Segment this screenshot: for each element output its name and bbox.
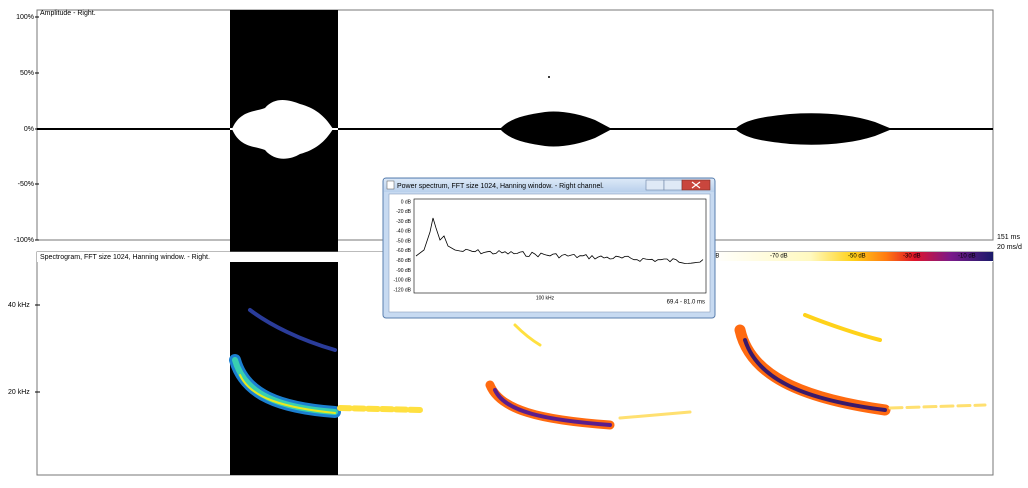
y-tick-label: -90 dB — [396, 268, 411, 274]
dot — [548, 76, 550, 78]
window-title: Power spectrum, FFT size 1024, Hanning w… — [397, 183, 604, 190]
y-tick-label: 40 kHz — [8, 302, 30, 309]
y-tick-label: -80 dB — [396, 258, 411, 264]
y-tick-label: -100 dB — [393, 278, 411, 284]
y-tick-label: 50% — [20, 70, 34, 77]
power-spectrum-window[interactable]: Power spectrum, FFT size 1024, Hanning w… — [383, 178, 715, 318]
app-screen: Amplitude - Right. 100% 50% 0% -50% -100% 15… — [0, 0, 1028, 483]
range-label: 69.4 - 81.0 ms — [667, 300, 705, 306]
maximize-button[interactable] — [664, 180, 682, 190]
time-label: 20 ms/d — [997, 244, 1022, 251]
y-tick-label: -120 dB — [393, 287, 411, 293]
y-tick-label: -100% — [14, 237, 34, 244]
y-tick-label: 20 kHz — [8, 389, 30, 396]
y-tick-label: -40 dB — [396, 229, 411, 235]
color-scale-label: -10 dB — [958, 254, 976, 260]
y-tick-label: -60 dB — [396, 248, 411, 254]
selection — [230, 252, 338, 475]
spectrogram-traces — [235, 310, 985, 425]
y-tick-label: 0% — [24, 126, 34, 133]
color-scale-label: -50 dB — [848, 254, 866, 260]
panel-title: Spectrogram, FFT size 1024, Hanning wind… — [40, 254, 210, 261]
y-tick-label: -50 dB — [396, 238, 411, 244]
y-tick-label: 0 dB — [401, 199, 412, 205]
panel-title: Amplitude - Right. — [40, 10, 96, 17]
y-tick-label: -50% — [18, 181, 34, 188]
x-label: 100 kHz — [536, 295, 555, 301]
color-scale-label: -30 dB — [903, 254, 921, 260]
y-tick-label: -20 dB — [396, 209, 411, 215]
minimize-button[interactable] — [646, 180, 664, 190]
color-scale-label: -70 dB — [770, 254, 788, 260]
spectrum-plot — [414, 199, 706, 293]
y-tick-label: 100% — [16, 14, 34, 21]
time-label: 151 ms — [997, 234, 1020, 241]
y-tick-label: -30 dB — [396, 219, 411, 225]
